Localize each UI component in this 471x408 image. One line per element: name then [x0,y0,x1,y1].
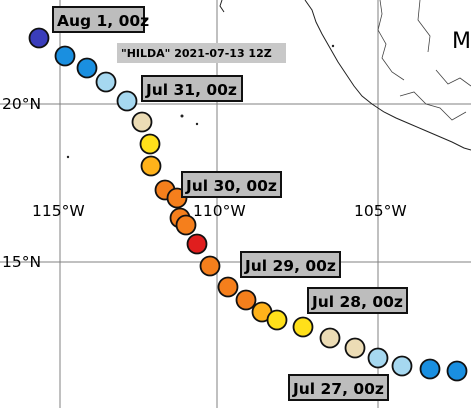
track-point [175,214,197,236]
island-2 [195,122,199,126]
track-point [139,133,161,155]
track-point [391,355,413,377]
map-title: "HILDA" 2021-07-13 12Z [117,43,286,63]
title-background [117,43,286,63]
track-point [76,57,98,79]
track-point [367,347,389,369]
date-labels: Aug 1, 00z Jul 31, 00z Jul 30, 00z Jul 2… [52,6,408,401]
lat-label-15n: 15°N [2,253,41,271]
lon-label-110w: 110°W [193,202,246,220]
track-point [199,255,221,277]
title-text: "HILDA" 2021-07-13 12Z [121,47,272,60]
date-label-text: Jul 28, 00z [311,293,403,311]
track-point [446,360,468,382]
track-point [54,45,76,67]
track-point [217,276,239,298]
lat-label-20n: 20°N [2,95,41,113]
track-point [28,27,50,49]
track-point [266,309,288,331]
date-label-text: Jul 31, 00z [145,81,237,99]
state-borders [377,0,471,121]
date-label-text: Jul 29, 00z [244,257,336,275]
track-point [292,316,314,338]
date-label-jul27: Jul 27, 00z [288,374,389,401]
land-label-partial: M [452,29,471,54]
island-3 [66,155,70,159]
date-label-aug1: Aug 1, 00z [52,6,149,33]
mexico-coastline [304,0,471,151]
island-4 [331,44,335,48]
coastline [66,0,471,159]
track-point [186,233,208,255]
track-point [131,111,153,133]
track-point [344,337,366,359]
island-1 [180,114,184,118]
track-point [319,327,341,349]
track-markers [28,27,468,382]
baja-tip [219,0,225,13]
track-point [235,289,257,311]
lon-label-115w: 115°W [32,202,85,220]
date-label-jul29: Jul 29, 00z [240,251,341,278]
track-point [419,358,441,380]
track-point [140,155,162,177]
date-label-jul31: Jul 31, 00z [141,75,243,102]
axis-labels: 115°W 110°W 105°W 20°N 15°N M [2,29,471,271]
track-point [116,90,138,112]
date-label-text: Jul 27, 00z [292,380,384,398]
date-label-text: Jul 30, 00z [185,177,277,195]
lon-label-105w: 105°W [354,202,407,220]
date-label-text: Aug 1, 00z [57,12,149,30]
date-label-jul30: Jul 30, 00z [181,171,282,198]
date-label-jul28: Jul 28, 00z [307,287,408,314]
track-point [95,71,117,93]
